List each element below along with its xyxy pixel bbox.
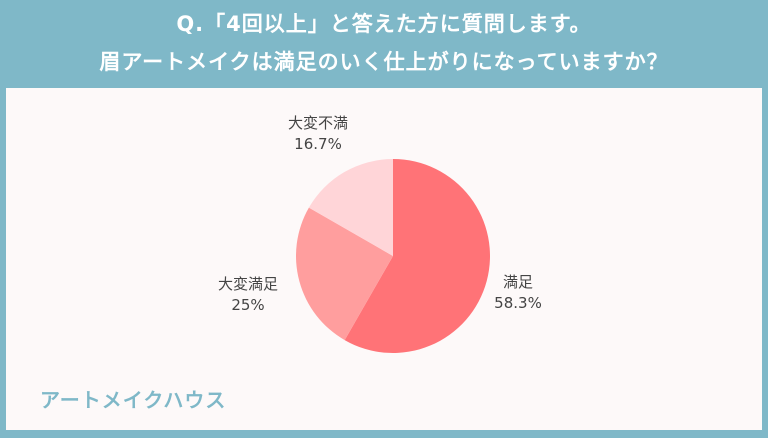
slice-label-1: 大変満足 25% bbox=[188, 274, 308, 316]
slice-label-name: 大変不満 bbox=[287, 114, 348, 132]
slice-label-0: 満足 58.3% bbox=[458, 272, 578, 314]
pie-slice-0 bbox=[344, 159, 490, 353]
slice-label-name: 満足 bbox=[502, 273, 533, 291]
slice-label-value: 16.7% bbox=[294, 135, 342, 153]
pie-slice-1 bbox=[296, 207, 393, 341]
slice-label-name: 大変満足 bbox=[217, 275, 278, 293]
slice-label-value: 25% bbox=[231, 296, 265, 314]
slice-label-value: 58.3% bbox=[494, 294, 542, 312]
question-title-line2: 眉アートメイクは満足のいく仕上がりになっていますか？ bbox=[99, 50, 669, 74]
question-title-line1: Q.「4回以上」と答えた方に質問します。 bbox=[176, 12, 592, 36]
brand-logo: アートメイクハウス bbox=[40, 388, 227, 412]
pie-slice-2 bbox=[308, 159, 393, 256]
slice-label-2: 大変不満 16.7% bbox=[258, 113, 378, 155]
